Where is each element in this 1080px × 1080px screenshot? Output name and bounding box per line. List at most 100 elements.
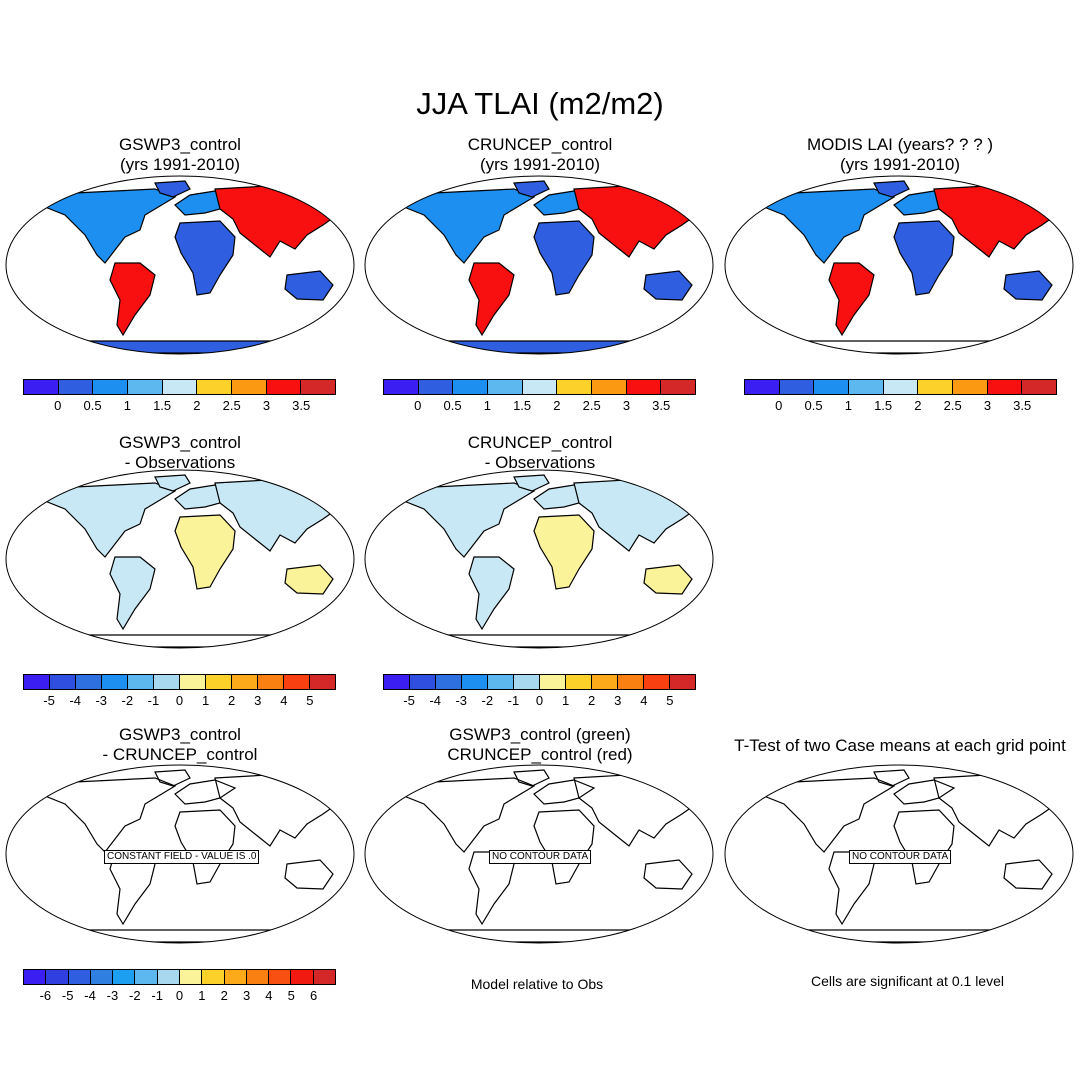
- map-gswp3-minus-obs: [5, 469, 355, 649]
- colorbar-swatch: [670, 675, 695, 689]
- colorbar-label: 5: [666, 693, 674, 708]
- continent-sa: [468, 556, 515, 631]
- colorbar-label: 6: [310, 988, 318, 1003]
- colorbar-swatch: [157, 970, 180, 984]
- continent-au: [1003, 270, 1053, 301]
- colorbar-swatch: [436, 675, 462, 689]
- continent-na: [44, 188, 177, 264]
- colorbar-swatch: [90, 970, 114, 984]
- continent-gl: [154, 180, 191, 198]
- colorbar-swatch: [488, 380, 523, 394]
- continent-an: [431, 340, 647, 354]
- colorbar-label: -4: [429, 693, 441, 708]
- no-contour-label-1: NO CONTOUR DATA: [489, 850, 592, 864]
- colorbar-swatch: [24, 675, 50, 689]
- colorbar-label: 0.5: [83, 398, 102, 413]
- colorbar-label: 1.5: [874, 398, 893, 413]
- colorbar-swatch: [418, 380, 454, 394]
- colorbar-swatch: [258, 675, 284, 689]
- colorbar-diff-2: -5 -4 -3 -2 -1 0 1 2 3 4 5: [383, 674, 696, 714]
- map-modis-tlai: [724, 175, 1074, 355]
- continent-sa: [109, 262, 156, 337]
- panel-title-modis: MODIS LAI (years? ? ? ) (yrs 1991-2010): [806, 135, 994, 174]
- colorbar-label: 0: [54, 398, 62, 413]
- continent-au: [284, 564, 334, 595]
- panel-title-ttest: T-Test of two Case means at each grid po…: [734, 736, 1066, 755]
- continent-gl: [513, 474, 550, 492]
- continent-af: [533, 809, 595, 885]
- continent-na: [763, 188, 896, 264]
- colorbar-swatch: [224, 970, 247, 984]
- colorbar-swatch: [745, 380, 780, 394]
- panel-title-cruncep-obs: CRUNCEP_control - Observations: [467, 433, 613, 472]
- colorbar-swatch: [266, 380, 302, 394]
- colorbar-swatch: [310, 675, 335, 689]
- continent-gl: [513, 769, 550, 787]
- colorbar-label: -2: [121, 693, 134, 708]
- colorbar-swatch: [162, 380, 198, 394]
- continent-sa: [109, 556, 156, 631]
- colorbar-label: 2: [228, 693, 236, 708]
- colorbar-swatch: [291, 970, 314, 984]
- colorbar-tlai-2: 0 0.5 1 1.5 2 2.5 3 3.5: [383, 379, 696, 419]
- no-contour-label-2: NO CONTOUR DATA: [849, 850, 952, 864]
- map-gswp3-tlai: [5, 175, 355, 355]
- continent-au: [284, 859, 334, 890]
- colorbar-swatch: [180, 675, 206, 689]
- colorbar-swatch: [849, 380, 884, 394]
- colorbar-label: 0: [175, 693, 184, 708]
- colorbar-swatch: [232, 675, 258, 689]
- continent-gl: [154, 474, 191, 492]
- colorbar-swatch: [384, 380, 419, 394]
- colorbar-diff-1: -5 -4 -3 -2 -1 0 1 2 3 4 5: [23, 674, 336, 714]
- colorbar-label: 2: [220, 988, 228, 1003]
- colorbar-tlai-1: 0 0.5 1 1.5 2 2.5 3 3.5: [23, 379, 336, 419]
- colorbar-label: -2: [129, 988, 141, 1003]
- colorbar-label: 4: [280, 693, 288, 708]
- colorbar-swatch: [50, 675, 76, 689]
- colorbar-swatch: [410, 675, 436, 689]
- colorbar-label: -5: [403, 693, 415, 708]
- colorbar-swatch: [313, 970, 335, 984]
- colorbar-label: 3.5: [652, 398, 671, 413]
- colorbar-label: 2.5: [222, 398, 241, 413]
- colorbar-label: 2: [914, 398, 922, 413]
- continent-eu: [893, 779, 956, 805]
- colorbar-swatch: [592, 380, 627, 394]
- colorbar-label: 5: [287, 988, 295, 1003]
- colorbar-swatch: [128, 675, 154, 689]
- colorbar-label: 1.5: [513, 398, 532, 413]
- continent-na: [403, 482, 536, 558]
- panel-title-green-red: GSWP3_control (green) CRUNCEP_control (re…: [447, 725, 633, 764]
- continent-af: [174, 514, 236, 590]
- significance-note: Cells are significant at 0.1 level: [811, 973, 1004, 989]
- colorbar-label: 3: [242, 988, 251, 1003]
- colorbar-swatch: [514, 675, 540, 689]
- continent-na: [763, 777, 896, 853]
- colorbar-label: 3: [614, 693, 622, 708]
- continent-au: [643, 270, 693, 301]
- map-border: [5, 764, 355, 944]
- colorbar-swatch: [135, 970, 158, 984]
- colorbar-label: 4: [640, 693, 648, 708]
- colorbar-label: 0: [775, 398, 783, 413]
- colorbar-label: 1.5: [153, 398, 172, 413]
- colorbar-label: 2: [588, 693, 596, 708]
- colorbar-swatch: [206, 675, 232, 689]
- colorbar-label: 0: [535, 693, 544, 708]
- colorbar-label: 2: [193, 398, 201, 413]
- continent-af: [893, 809, 955, 885]
- colorbar-label: 2.5: [943, 398, 962, 413]
- colorbar-label: -3: [95, 693, 108, 708]
- colorbar-label: 3: [622, 398, 631, 413]
- colorbar-swatch: [113, 970, 136, 984]
- colorbar-label: 4: [265, 988, 273, 1003]
- colorbar-label: 3: [983, 398, 992, 413]
- colorbar-label: -5: [61, 988, 74, 1003]
- colorbar-label: 3: [262, 398, 271, 413]
- colorbar-label: -4: [84, 988, 96, 1003]
- colorbar-label: -4: [69, 693, 81, 708]
- colorbar-swatch: [453, 380, 489, 394]
- colorbar-swatch: [102, 675, 128, 689]
- colorbar-label: 1: [123, 398, 131, 413]
